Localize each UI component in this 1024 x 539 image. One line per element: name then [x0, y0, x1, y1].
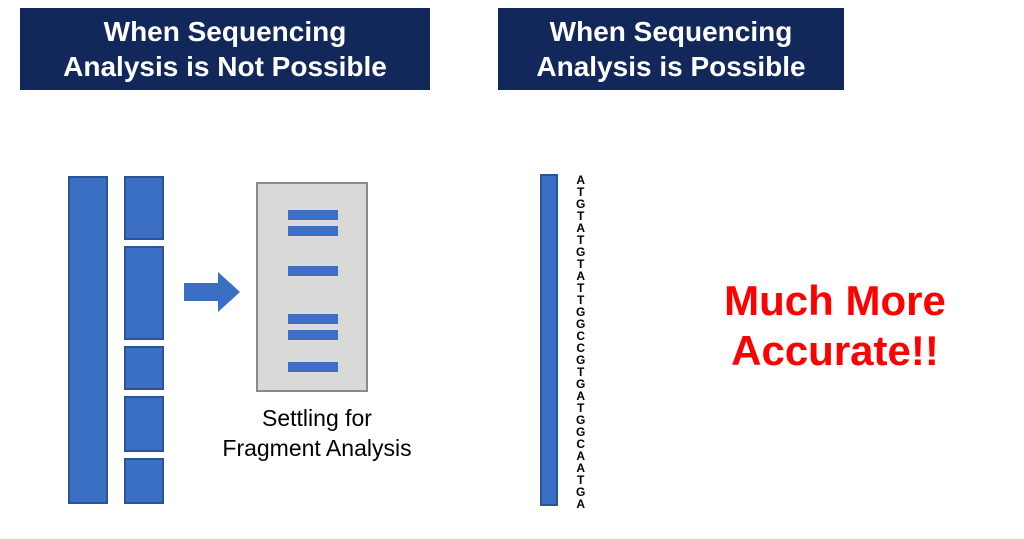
header-left: When Sequencing Analysis is Not Possible	[20, 8, 430, 90]
left-caption-line1: Settling for	[202, 404, 432, 434]
fragment-bar	[124, 346, 164, 390]
header-right-line2: Analysis is Possible	[536, 49, 805, 84]
dna-sequence: ATGTATGTATTGGCCGTGATGGCAATGA	[576, 174, 585, 506]
header-right-line1: When Sequencing	[536, 14, 805, 49]
accent-line2: Accurate!!	[680, 326, 990, 376]
fragment-bar	[124, 176, 164, 240]
header-left-line1: When Sequencing	[63, 14, 387, 49]
gel-band	[288, 226, 338, 236]
arrow-icon	[184, 272, 240, 312]
left-caption: Settling for Fragment Analysis	[202, 404, 432, 464]
dna-base: A	[576, 498, 585, 510]
fragment-bar	[124, 246, 164, 340]
accent-line1: Much More	[680, 276, 990, 326]
header-left-line2: Analysis is Not Possible	[63, 49, 387, 84]
gel-band	[288, 210, 338, 220]
accent-text: Much More Accurate!!	[680, 276, 990, 377]
arrow-shaft	[184, 283, 218, 301]
gel-band	[288, 314, 338, 324]
left-solid-bar	[68, 176, 108, 504]
right-solid-bar	[540, 174, 558, 506]
gel-band	[288, 266, 338, 276]
arrow-head-icon	[218, 272, 240, 312]
left-caption-line2: Fragment Analysis	[202, 434, 432, 464]
header-right: When Sequencing Analysis is Possible	[498, 8, 844, 90]
fragment-bar	[124, 458, 164, 504]
gel-band	[288, 330, 338, 340]
gel-band	[288, 362, 338, 372]
fragment-bar	[124, 396, 164, 452]
